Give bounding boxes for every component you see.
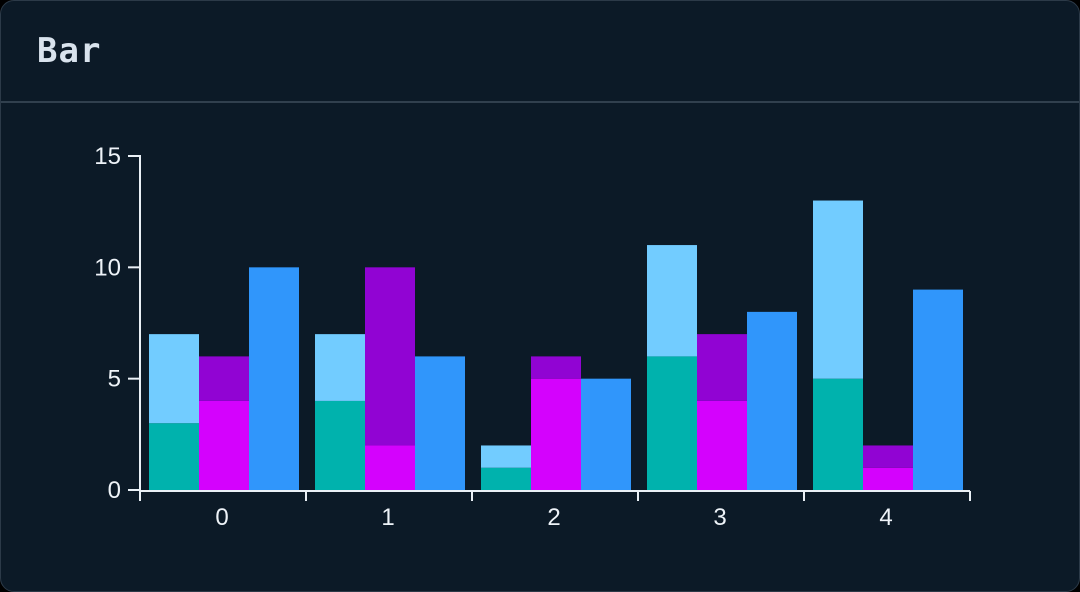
bar-segment-purple-top bbox=[531, 356, 581, 379]
bar-segment-magenta-bottom bbox=[863, 467, 913, 490]
bar-chart: 0 5 10 15 0 1 2 3 4 bbox=[94, 143, 971, 531]
bar-segment-blue-single bbox=[747, 311, 797, 490]
bar-segment-purple-top bbox=[199, 356, 249, 401]
title-bar: Bar bbox=[1, 1, 1079, 103]
x-tick-label: 4 bbox=[879, 504, 892, 531]
bar-segment-lightblue-top bbox=[647, 245, 697, 357]
y-tick-label: 10 bbox=[94, 254, 121, 281]
bar-segment-lightblue-top bbox=[149, 334, 199, 424]
x-tick-label: 1 bbox=[381, 504, 394, 531]
chart-area: 0 5 10 15 0 1 2 3 4 bbox=[1, 105, 1079, 591]
x-tick-label: 2 bbox=[547, 504, 560, 531]
bar-segment-teal-bottom bbox=[315, 400, 365, 490]
bar-segment-teal-bottom bbox=[149, 423, 199, 490]
bar-segment-lightblue-top bbox=[813, 200, 863, 379]
y-tick-label: 15 bbox=[94, 143, 121, 170]
bar-segment-lightblue-top bbox=[481, 445, 531, 468]
bar-segment-blue-single bbox=[249, 267, 299, 490]
y-tick-label: 5 bbox=[108, 366, 121, 393]
bar-segment-blue-single bbox=[913, 289, 963, 490]
x-tick-label: 0 bbox=[215, 504, 228, 531]
y-tick-label: 0 bbox=[108, 477, 121, 504]
bar-segment-magenta-bottom bbox=[531, 378, 581, 490]
chart-title: Bar bbox=[37, 31, 102, 71]
bar-segment-blue-single bbox=[415, 356, 465, 490]
bar-segment-magenta-bottom bbox=[697, 400, 747, 490]
bar-segment-teal-bottom bbox=[813, 378, 863, 490]
bar-segment-magenta-bottom bbox=[199, 400, 249, 490]
bar-segment-purple-top bbox=[697, 334, 747, 401]
bar-segment-magenta-bottom bbox=[365, 445, 415, 490]
bar-segment-teal-bottom bbox=[481, 467, 531, 490]
bar-segment-purple-top bbox=[863, 445, 913, 468]
bar-segment-lightblue-top bbox=[315, 334, 365, 401]
x-tick-label: 3 bbox=[713, 504, 726, 531]
bar-segment-blue-single bbox=[581, 378, 631, 490]
bar-segment-teal-bottom bbox=[647, 356, 697, 490]
bar-segment-purple-top bbox=[365, 267, 415, 446]
